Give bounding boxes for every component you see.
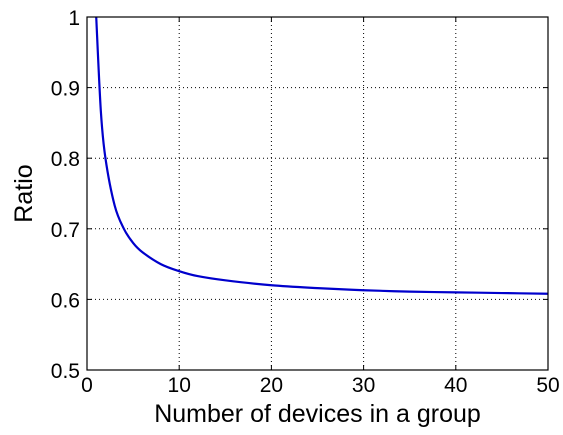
x-tick-label: 40 bbox=[444, 374, 467, 397]
plot-area bbox=[95, 16, 549, 295]
x-tick-labels: 0 10 20 30 40 50 bbox=[81, 374, 560, 397]
x-tick-label: 0 bbox=[81, 374, 93, 397]
plot-frame bbox=[86, 16, 549, 371]
y-axis-label: Ratio bbox=[10, 164, 38, 222]
ticks bbox=[86, 16, 549, 371]
y-tick-label: 0.7 bbox=[51, 219, 80, 242]
y-tick-label: 0.5 bbox=[51, 360, 80, 383]
grid bbox=[87, 17, 548, 370]
x-tick-label: 50 bbox=[536, 374, 559, 397]
y-tick-label: 0.9 bbox=[51, 78, 80, 101]
x-tick-label: 20 bbox=[260, 374, 283, 397]
x-tick-label: 30 bbox=[352, 374, 375, 397]
y-tick-label: 1 bbox=[68, 7, 80, 30]
y-tick-labels: 0.5 0.6 0.7 0.8 0.9 1 bbox=[51, 7, 80, 383]
series-line bbox=[95, 16, 549, 295]
x-tick-label: 10 bbox=[168, 374, 191, 397]
y-tick-label: 0.8 bbox=[51, 148, 80, 171]
x-axis-label: Number of devices in a group bbox=[154, 400, 481, 428]
y-tick-label: 0.6 bbox=[51, 289, 80, 312]
